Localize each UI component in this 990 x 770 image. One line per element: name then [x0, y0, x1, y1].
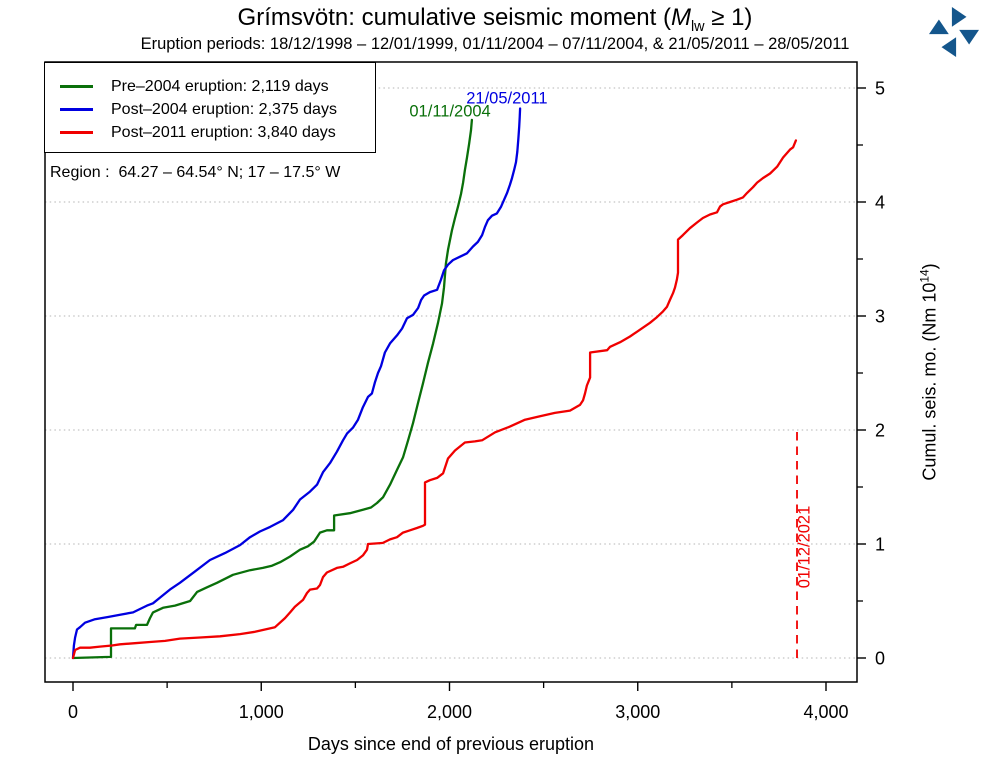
title-variable: M: [670, 4, 691, 31]
series-line-2: [71, 139, 798, 660]
title-text: Grímsvötn: cumulative seismic moment (: [237, 4, 671, 31]
x-tick-label: 1,000: [239, 702, 284, 722]
annotation-date-label: 01/12/2021: [795, 506, 814, 589]
x-tick-label: 0: [68, 702, 78, 722]
logo-triangle-bottom: [941, 37, 957, 57]
logo-triangle-left: [929, 19, 949, 35]
legend-box: Pre–2004 eruption: 2,119 days Post–2004 e…: [44, 62, 376, 153]
annotation-date-label: 21/05/2011: [466, 89, 548, 108]
chart-subtitle: Eruption periods: 18/12/1998 – 12/01/199…: [140, 35, 850, 53]
legend-label: Pre–2004 eruption: 2,119 days: [111, 77, 329, 95]
y-axis-title-close: ): [919, 263, 940, 270]
legend-label: Post–2004 eruption: 2,375 days: [111, 100, 337, 118]
title-variable-subscript: lw: [690, 18, 705, 35]
met-office-logo-icon: [929, 7, 979, 57]
legend-row: Pre–2004 eruption: 2,119 days: [45, 75, 375, 98]
legend-row: Post–2011 eruption: 3,840 days: [45, 121, 375, 144]
legend-line-swatch: [60, 85, 93, 88]
legend-line-swatch: [60, 108, 93, 111]
page-title: Grímsvötn: cumulative seismic moment (Ml…: [0, 4, 990, 35]
region-label: Region : 64.27 – 64.54° N; 17 – 17.5° W: [50, 164, 341, 181]
title-suffix: ≥ 1): [704, 4, 753, 31]
y-tick-label: 3: [875, 307, 885, 327]
x-tick-label: 2,000: [427, 702, 472, 722]
y-tick-label: 1: [875, 535, 885, 555]
x-axis-title: Days since end of previous eruption: [307, 734, 595, 754]
legend-line-swatch: [60, 131, 93, 134]
y-tick-label: 5: [875, 79, 885, 99]
y-tick-label: 0: [875, 649, 885, 669]
y-tick-label: 4: [875, 193, 885, 213]
legend-rows: Pre–2004 eruption: 2,119 days Post–2004 e…: [45, 75, 375, 144]
annotation-date-label: 01/11/2004: [409, 102, 491, 121]
legend-label: Post–2011 eruption: 3,840 days: [111, 123, 336, 141]
legend-row: Post–2004 eruption: 2,375 days: [45, 98, 375, 121]
logo-triangle-top: [951, 7, 967, 27]
y-axis-title-exponent: 14: [917, 269, 932, 283]
series-line-0: [71, 118, 474, 660]
plot-border: [44, 61, 858, 683]
y-axis-title: Cumul. seis. mo. (Nm 1014): [918, 263, 941, 480]
y-tick-label: 2: [875, 421, 885, 441]
y-axis-title-text: Cumul. seis. mo. (Nm 10: [919, 282, 940, 481]
x-tick-label: 4,000: [803, 702, 848, 722]
x-tick-label: 3,000: [615, 702, 660, 722]
series-line-1: [71, 107, 522, 660]
logo-triangle-right: [959, 29, 979, 45]
